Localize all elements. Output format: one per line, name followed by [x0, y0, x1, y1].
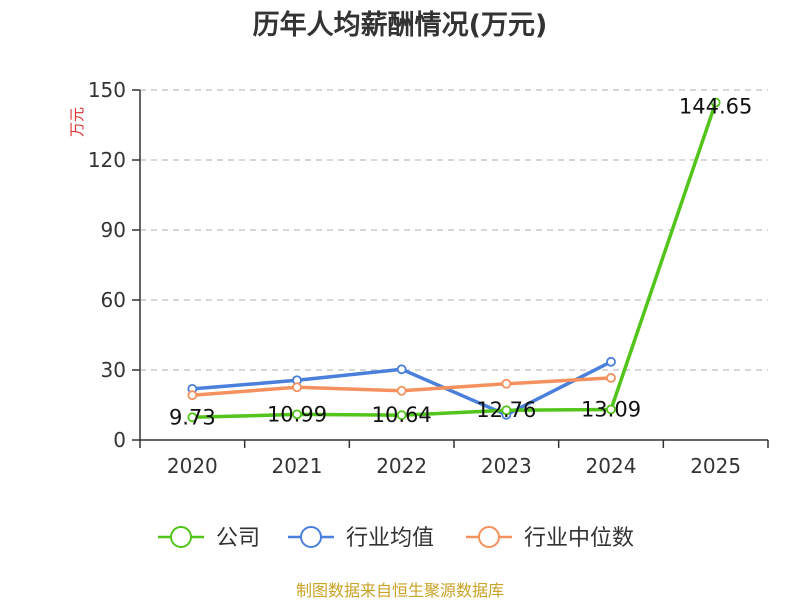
axes: 0 30 60 90 120 150 2020 2021 2022 2023 2024 2025	[88, 78, 769, 478]
legend-marker-公司	[170, 526, 192, 548]
data-label-2022: 10.64	[372, 403, 432, 427]
legend-item-行业中位数[interactable]: 行业中位数	[466, 526, 634, 551]
point-公司-2020[interactable]	[187, 412, 198, 423]
point-公司-2021[interactable]	[292, 409, 302, 420]
source-note: 制图数据来自恒生聚源数据库	[296, 581, 504, 600]
series-layer	[187, 97, 721, 423]
point-公司-2025[interactable]	[710, 97, 721, 108]
data-label-2025: 144.65	[679, 94, 752, 118]
data-label-2024: 13.09	[581, 397, 641, 421]
y-tick-label-90: 90	[101, 218, 126, 242]
data-labels: 9.73 10.99 10.64 12.76 13.09 144.65	[169, 94, 752, 429]
legend-item-公司[interactable]: 公司	[158, 526, 260, 551]
legend-label-公司: 公司	[216, 526, 260, 551]
legend-marker-行业均值	[300, 526, 322, 548]
point-公司-2022[interactable]	[396, 410, 407, 421]
point-行业均值-2022[interactable]	[396, 364, 407, 375]
point-行业中位数-2023[interactable]	[501, 378, 512, 389]
x-tick-label-2021: 2021	[272, 454, 323, 478]
point-行业中位数-2021[interactable]	[292, 382, 302, 393]
y-tick-label-120: 120	[88, 148, 126, 172]
legend-label-行业均值: 行业均值	[346, 526, 434, 551]
series-line-公司	[192, 101, 718, 420]
x-tick-label-2023: 2023	[481, 454, 532, 478]
chart-title: 历年人均薪酬情况(万元)	[253, 9, 548, 41]
data-label-2021: 10.99	[267, 402, 327, 426]
legend-marker-行业中位数	[478, 526, 500, 548]
point-行业中位数-2022[interactable]	[396, 385, 407, 396]
point-行业中位数-2024[interactable]	[606, 373, 616, 383]
data-label-2020: 9.73	[169, 405, 216, 429]
gridlines	[140, 89, 768, 371]
x-tick-label-2024: 2024	[586, 454, 637, 478]
point-行业均值-2024[interactable]	[606, 356, 616, 367]
x-tick-label-2020: 2020	[167, 454, 218, 478]
legend-label-行业中位数: 行业中位数	[524, 526, 634, 551]
y-tick-label-0: 0	[113, 428, 126, 452]
y-tick-label-60: 60	[101, 288, 126, 312]
legend-item-行业均值[interactable]: 行业均值	[288, 526, 434, 551]
point-行业中位数-2020[interactable]	[187, 390, 198, 401]
point-公司-2023[interactable]	[501, 405, 512, 416]
x-tick-label-2022: 2022	[376, 454, 427, 478]
y-axis-label: 万元	[68, 107, 86, 137]
point-公司-2024[interactable]	[606, 404, 616, 415]
y-tick-label-30: 30	[101, 358, 126, 382]
data-label-2023: 12.76	[476, 398, 536, 422]
legend[interactable]: 公司 行业均值 行业中位数	[158, 526, 634, 551]
x-tick-label-2025: 2025	[690, 454, 741, 478]
y-tick-label-150: 150	[88, 78, 126, 102]
